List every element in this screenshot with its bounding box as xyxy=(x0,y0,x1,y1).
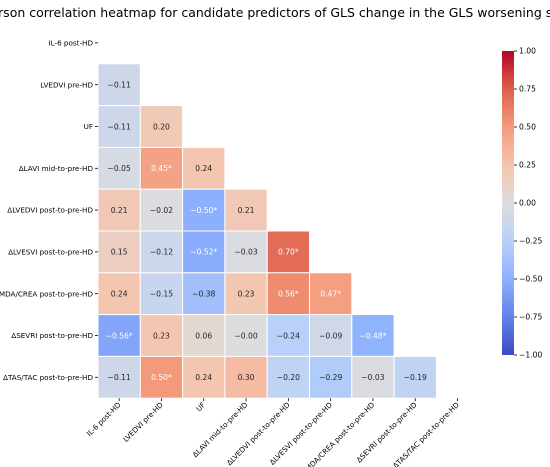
cell-value-label: 0.24 xyxy=(111,290,128,299)
heatmap-cell xyxy=(139,230,184,274)
heatmap-cell xyxy=(139,272,184,316)
heatmap-cell xyxy=(139,188,184,232)
cell-value-label: −0.20 xyxy=(277,373,300,382)
cell-value-label: −0.52* xyxy=(190,248,217,257)
cell-value-label: −0.15 xyxy=(150,290,173,299)
cell-value-label: 0.24 xyxy=(195,373,212,382)
cell-value-label: 0.21 xyxy=(238,206,255,215)
colorbar-tick-label: 0.50 xyxy=(519,123,536,132)
heatmap-cells: −0.11 −0.11 0.20 −0.05 0.45* 0.24 0.21 −0.02 −0.… xyxy=(97,63,437,399)
cell-value-label: −0.02 xyxy=(150,206,173,215)
y-tick-label: ΔLVEDVI post-to-pre-HD xyxy=(7,206,93,215)
heatmap-cell xyxy=(182,355,226,399)
colorbar-gradient xyxy=(502,51,514,355)
heatmap-cell xyxy=(97,314,141,357)
cell-value-label: 0.45* xyxy=(151,164,172,173)
cell-value-label: 0.15 xyxy=(111,248,128,257)
heatmap-cell xyxy=(309,272,353,316)
cell-value-label: −0.38 xyxy=(192,290,215,299)
heatmap-cell xyxy=(351,355,395,399)
heatmap-cell xyxy=(224,272,268,316)
heatmap-cell xyxy=(224,230,268,274)
cell-value-label: −0.56* xyxy=(106,331,133,340)
cell-value-label: 0.24 xyxy=(195,164,212,173)
x-tick-label: UF xyxy=(194,400,207,413)
colorbar-tick-label: −0.25 xyxy=(519,237,542,246)
colorbar: 1.00 0.75 0.50 0.25 0.00 −0.25 −0.50 −0.75 −1.00 xyxy=(502,47,542,360)
cell-value-label: −0.11 xyxy=(108,373,131,382)
cell-value-label: 0.50* xyxy=(151,373,172,382)
cell-value-label: 0.21 xyxy=(111,206,128,215)
cell-value-label: −0.11 xyxy=(108,122,131,131)
colorbar-tick-label: −0.50 xyxy=(519,275,542,284)
y-tick-label: UF xyxy=(84,122,93,131)
cell-value-label: 0.06 xyxy=(195,331,212,340)
y-tick-label: ΔLAVI mid-to-pre-HD xyxy=(19,164,94,173)
chart-title: Pearson correlation heatmap for candidat… xyxy=(0,5,550,20)
colorbar-tick-label: −0.75 xyxy=(519,313,542,322)
y-tick-label: ΔTAS/TAC post-to-pre-HD xyxy=(3,373,93,382)
cell-value-label: 0.23 xyxy=(238,290,255,299)
heatmap-cell xyxy=(224,188,268,232)
y-tick-label: ΔSEVRI post-to-pre-HD xyxy=(11,331,93,340)
heatmap-cell xyxy=(309,355,353,399)
x-tick-label: IL-6 post-HD xyxy=(85,400,123,438)
heatmap-cell xyxy=(139,314,184,357)
cell-value-label: 0.47* xyxy=(320,290,341,299)
heatmap-cell xyxy=(351,314,395,357)
x-tick-label: LVEDVI pre-HD xyxy=(121,400,165,444)
cell-value-label: −0.24 xyxy=(277,331,300,340)
cell-value-label: 0.30 xyxy=(238,373,255,382)
colorbar-tick-label: −1.00 xyxy=(519,351,542,360)
heatmap-cell xyxy=(393,355,437,399)
y-tick-label: LVEDVI pre-HD xyxy=(40,80,93,89)
y-tick-label: ΔLVESVI post-to-pre-HD xyxy=(8,248,93,257)
heatmap-cell xyxy=(182,146,226,190)
colorbar-tick-label: 0.75 xyxy=(519,85,536,94)
heatmap-cell xyxy=(97,355,141,399)
cell-value-label: 0.23 xyxy=(153,331,170,340)
heatmap-cell xyxy=(309,314,353,357)
cell-value-label: −0.19 xyxy=(404,373,427,382)
y-tick-label: ΔMDA/CREA post-to-pre-HD xyxy=(0,289,93,298)
cell-value-label: −0.50* xyxy=(190,206,217,215)
colorbar-tick-label: 0.00 xyxy=(519,199,536,208)
cell-value-label: −0.29 xyxy=(319,373,342,382)
cell-value-label: −0.03 xyxy=(234,248,257,257)
cell-value-label: −0.12 xyxy=(150,248,173,257)
cell-value-label: −0.11 xyxy=(108,81,131,90)
heatmap-cell xyxy=(266,272,311,316)
cell-value-label: 0.20 xyxy=(153,122,170,131)
colorbar-tick-label: 1.00 xyxy=(519,47,536,56)
heatmap-cell xyxy=(97,105,141,148)
cell-value-label: 0.56* xyxy=(278,290,299,299)
heatmap-cell xyxy=(182,272,226,316)
y-axis-labels: IL-6 post-HD LVEDVI pre-HD UF ΔLAVI mid-to-… xyxy=(0,39,98,382)
cell-value-label: −0.48* xyxy=(359,331,386,340)
cell-value-label: −0.05 xyxy=(108,164,131,173)
y-tick-label: IL-6 post-HD xyxy=(48,39,93,48)
cell-value-label: −0.00 xyxy=(234,331,257,340)
cell-value-label: 0.70* xyxy=(278,248,299,257)
cell-value-label: −0.03 xyxy=(361,373,384,382)
cell-value-label: −0.09 xyxy=(319,331,342,340)
colorbar-tick-label: 0.25 xyxy=(519,161,536,170)
